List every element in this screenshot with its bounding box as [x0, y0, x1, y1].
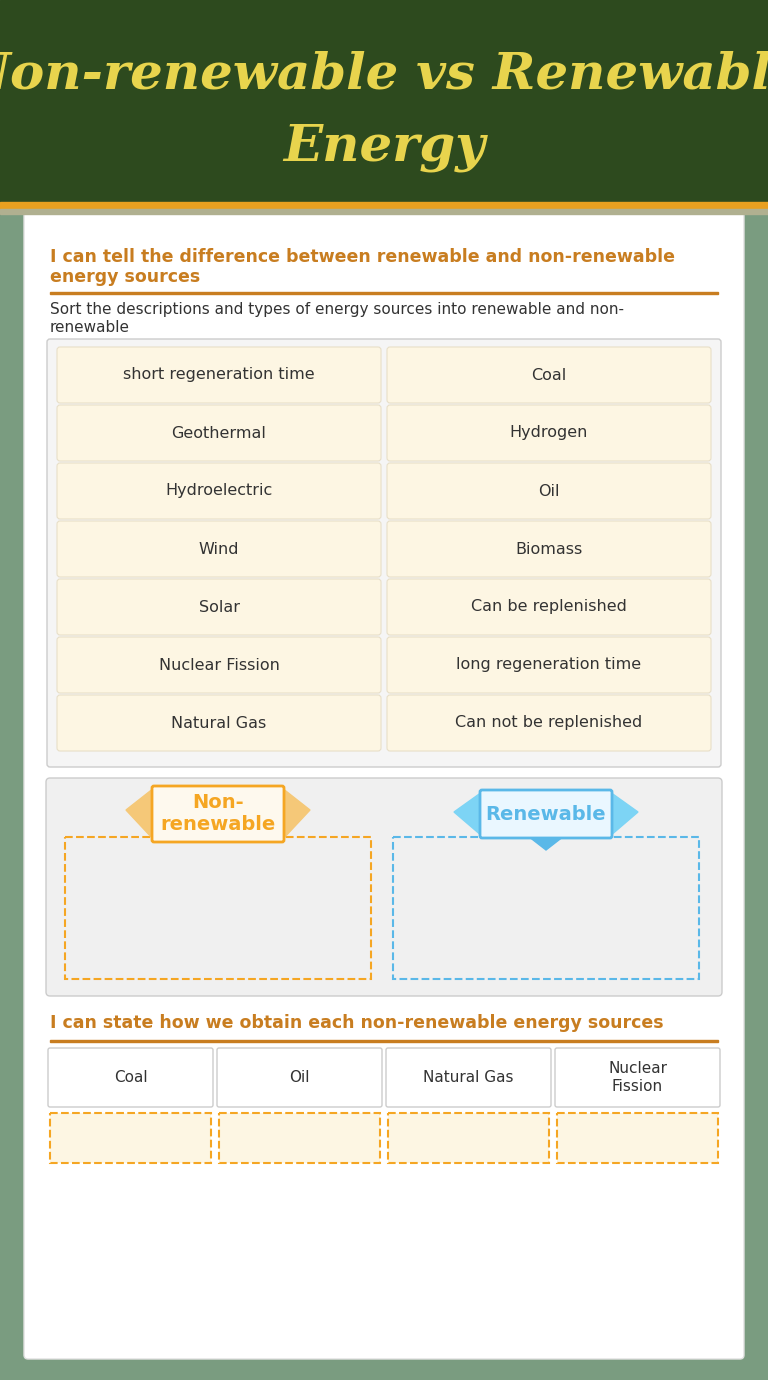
FancyBboxPatch shape	[217, 1047, 382, 1107]
Bar	[65, 838, 371, 978]
Text: Sort the descriptions and types of energy sources into renewable and non-: Sort the descriptions and types of energ…	[50, 302, 624, 317]
Text: Oil: Oil	[290, 1070, 310, 1085]
Text: I can state how we obtain each non-renewable energy sources: I can state how we obtain each non-renew…	[50, 1014, 664, 1032]
Bar	[50, 293, 718, 294]
Text: Natural Gas: Natural Gas	[171, 715, 266, 730]
Bar	[0, 208, 768, 214]
FancyBboxPatch shape	[47, 339, 721, 767]
Text: Coal: Coal	[114, 1070, 147, 1085]
FancyBboxPatch shape	[57, 580, 381, 635]
Text: Nuclear
Fission: Nuclear Fission	[608, 1061, 667, 1094]
Text: Oil: Oil	[538, 483, 560, 498]
Text: Can not be replenished: Can not be replenished	[455, 715, 643, 730]
FancyBboxPatch shape	[387, 696, 711, 751]
Text: Solar: Solar	[198, 599, 240, 614]
Text: Non-renewable vs Renewable: Non-renewable vs Renewable	[0, 51, 768, 99]
Bar	[50, 1114, 211, 1163]
Polygon shape	[528, 836, 564, 850]
Text: Renewable: Renewable	[485, 805, 606, 824]
FancyBboxPatch shape	[57, 346, 381, 403]
FancyBboxPatch shape	[24, 211, 744, 1359]
FancyBboxPatch shape	[152, 787, 284, 842]
FancyBboxPatch shape	[387, 638, 711, 693]
Bar	[557, 1114, 718, 1163]
Text: long regeneration time: long regeneration time	[456, 657, 641, 672]
Text: Hydroelectric: Hydroelectric	[165, 483, 273, 498]
FancyBboxPatch shape	[480, 789, 612, 838]
Bar	[0, 201, 768, 208]
Polygon shape	[282, 788, 310, 840]
FancyBboxPatch shape	[387, 464, 711, 519]
FancyBboxPatch shape	[386, 1047, 551, 1107]
FancyBboxPatch shape	[387, 580, 711, 635]
Bar	[0, 0, 768, 215]
Text: short regeneration time: short regeneration time	[123, 367, 315, 382]
Bar	[219, 1114, 380, 1163]
FancyBboxPatch shape	[48, 1047, 213, 1107]
Text: renewable: renewable	[50, 320, 130, 335]
FancyBboxPatch shape	[57, 696, 381, 751]
Text: I can tell the difference between renewable and non-renewable: I can tell the difference between renewa…	[50, 248, 675, 266]
FancyBboxPatch shape	[57, 522, 381, 577]
Text: Can be replenished: Can be replenished	[471, 599, 627, 614]
Bar	[388, 1114, 549, 1163]
Polygon shape	[610, 792, 638, 836]
FancyBboxPatch shape	[387, 346, 711, 403]
FancyBboxPatch shape	[555, 1047, 720, 1107]
FancyBboxPatch shape	[46, 778, 722, 996]
Text: Natural Gas: Natural Gas	[423, 1070, 514, 1085]
FancyBboxPatch shape	[57, 464, 381, 519]
Text: Biomass: Biomass	[515, 541, 583, 556]
Text: Wind: Wind	[199, 541, 240, 556]
Text: Nuclear Fission: Nuclear Fission	[158, 657, 280, 672]
FancyBboxPatch shape	[57, 638, 381, 693]
Text: Coal: Coal	[531, 367, 567, 382]
FancyBboxPatch shape	[387, 404, 711, 461]
Bar	[393, 838, 699, 978]
Text: energy sources: energy sources	[50, 268, 200, 286]
Polygon shape	[454, 792, 482, 836]
FancyBboxPatch shape	[57, 404, 381, 461]
Text: Non-
renewable: Non- renewable	[161, 793, 276, 835]
Text: Hydrogen: Hydrogen	[510, 425, 588, 440]
Text: Energy: Energy	[283, 123, 485, 172]
Text: Geothermal: Geothermal	[171, 425, 266, 440]
Bar	[50, 1041, 718, 1042]
FancyBboxPatch shape	[387, 522, 711, 577]
Polygon shape	[126, 788, 154, 840]
Bar	[0, 215, 768, 1380]
